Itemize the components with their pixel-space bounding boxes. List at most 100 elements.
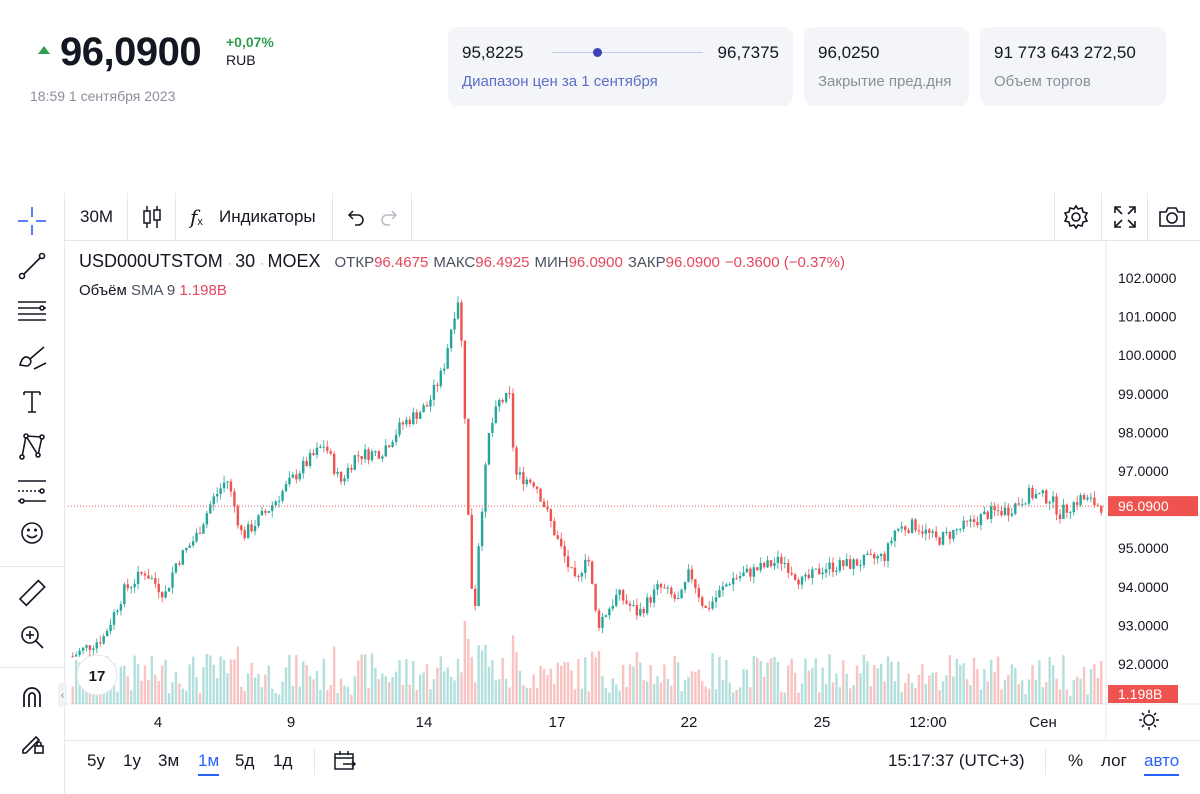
volume-bar (965, 679, 969, 704)
open-value: 96.4675 (374, 254, 429, 271)
volume-bar (185, 690, 188, 704)
candle-body (429, 399, 432, 407)
volume-bar (157, 681, 160, 704)
fullscreen-icon[interactable] (1113, 193, 1137, 240)
candle-body (601, 616, 604, 628)
lock-draw-icon[interactable] (14, 724, 50, 760)
range-track (552, 48, 703, 57)
volume-bar (731, 692, 735, 704)
candle-body (928, 529, 931, 533)
candle-body (501, 400, 504, 402)
candle-body (453, 318, 456, 330)
volume-bar (780, 691, 783, 704)
volume-bar (425, 663, 429, 704)
volume-bar (907, 673, 910, 704)
camera-icon[interactable] (1158, 193, 1186, 240)
range-5y-button[interactable]: 5y (87, 751, 105, 770)
clock-time[interactable]: 15:17:37 (UTC+3) (888, 751, 1025, 770)
interval-button[interactable]: 30M (80, 206, 114, 226)
volume-bar (178, 683, 181, 704)
ruler-icon[interactable] (14, 576, 50, 612)
candle-body (979, 514, 983, 526)
candle-body (384, 445, 387, 457)
candle-body (405, 419, 408, 425)
candle-body (408, 419, 412, 424)
chart-type-candles-icon[interactable] (141, 193, 163, 240)
log-toggle[interactable]: лог (1101, 751, 1127, 770)
volume-bar (1048, 657, 1051, 704)
candle-body (642, 608, 645, 614)
settings-gear-icon[interactable] (1063, 193, 1089, 240)
fib-icon[interactable] (14, 293, 50, 329)
range-1d-button[interactable]: 1д (273, 751, 293, 770)
candle-body (584, 559, 587, 574)
volume-bar (343, 685, 346, 704)
auto-toggle[interactable]: авто (1144, 751, 1180, 776)
candle-body (921, 531, 924, 534)
candle-body (498, 400, 501, 407)
candle-body (821, 572, 824, 575)
volume-bar (735, 690, 738, 704)
candle-body (112, 612, 116, 625)
text-icon[interactable] (14, 383, 50, 419)
crosshair-icon[interactable] (14, 203, 50, 239)
volume-bar (160, 665, 164, 704)
candle-body (154, 578, 157, 584)
volume-bar (236, 646, 240, 704)
volume-bar (374, 667, 377, 704)
candle-body (611, 605, 615, 609)
candle-body (628, 603, 632, 606)
price-chart[interactable]: 102.0000 101.0000 100.0000 99.0000 98.0000 97… (66, 241, 1200, 739)
zoom-in-icon[interactable] (14, 619, 50, 655)
range-5d-button[interactable]: 5д (235, 751, 255, 770)
go-to-date-icon[interactable] (333, 750, 357, 777)
volume-bar (129, 690, 133, 704)
range-1m-button[interactable]: 1м (198, 751, 220, 776)
volume-bar (611, 678, 615, 704)
candle-body (580, 573, 584, 577)
range-marker (593, 48, 603, 57)
volume-bar (811, 668, 814, 704)
candle-body (855, 559, 859, 566)
percent-toggle[interactable]: % (1068, 751, 1084, 770)
candle-body (74, 654, 78, 657)
volume-bar (277, 694, 281, 704)
collapse-toolbar-button[interactable]: ‹ (58, 683, 67, 707)
candle-body (470, 514, 473, 589)
magnet-icon[interactable] (14, 679, 50, 715)
volume-bar (446, 667, 449, 704)
volume-bar (983, 669, 986, 704)
redo-icon[interactable] (380, 193, 400, 240)
brush-icon[interactable] (14, 338, 50, 374)
range-1y-button[interactable]: 1y (123, 751, 141, 770)
volume-bar (271, 688, 274, 704)
range-3m-button[interactable]: 3м (158, 751, 180, 770)
volume-bar (522, 685, 525, 704)
candle-body (1031, 487, 1034, 499)
volume-bar (171, 682, 174, 704)
candle-body (542, 501, 546, 508)
tradingview-logo-icon (76, 654, 118, 696)
undo-icon[interactable] (345, 193, 365, 240)
candle-body (773, 563, 776, 567)
candle-body (473, 588, 477, 606)
volume-bar (666, 678, 670, 704)
candle-body (222, 482, 226, 489)
projection-icon[interactable] (14, 473, 50, 509)
volume-bar (511, 635, 515, 704)
candle-body (983, 511, 986, 515)
volume-bar (976, 668, 979, 704)
candle-body (793, 574, 797, 580)
volume-bar (570, 670, 573, 704)
candle-body (879, 553, 883, 557)
pattern-icon[interactable] (14, 428, 50, 464)
symbol-name[interactable]: USD000UTSTOM (79, 251, 223, 271)
candle-body (350, 467, 353, 470)
candle-body (817, 568, 821, 575)
trend-line-icon[interactable] (14, 248, 50, 284)
candle-body (401, 422, 405, 425)
emoji-icon[interactable] (14, 515, 50, 551)
volume-bar (360, 654, 363, 704)
indicators-button[interactable]: Индикаторы (219, 206, 316, 226)
